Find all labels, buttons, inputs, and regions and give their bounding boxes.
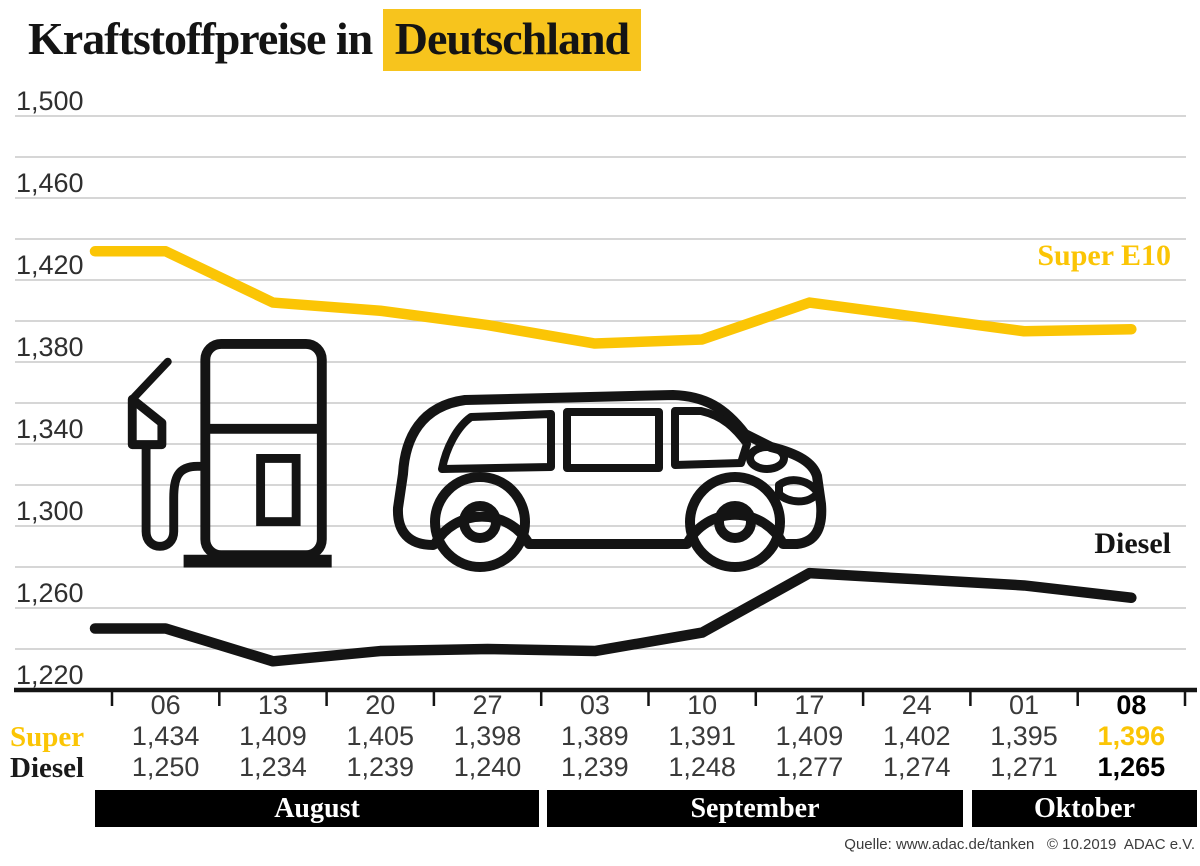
diesel-price-value: 1,274 (882, 752, 951, 782)
date-label: 20 (365, 690, 396, 720)
diesel-price-value: 1,250 (131, 752, 200, 782)
date-label: 01 (1009, 690, 1040, 720)
y-axis-tick-label: 1,300 (16, 496, 84, 526)
table-row-label-super: Super (10, 721, 85, 753)
month-band-oktober: Oktober (972, 790, 1197, 827)
diesel-price-value: 1,240 (453, 752, 522, 782)
super-price-value: 1,389 (561, 721, 629, 751)
super-price-value: 1,409 (775, 721, 844, 751)
super-price-value: 1,402 (882, 721, 951, 751)
date-label: 27 (472, 690, 503, 720)
date-row: 06 13 20 27 03 10 17 24 01 08 (0, 692, 1200, 719)
y-axis-tick-label: 1,420 (16, 250, 84, 280)
date-label: 13 (257, 690, 288, 720)
table-row-label-diesel: Diesel (10, 752, 85, 784)
page-title: Kraftstoffpreise in Deutschland (28, 8, 642, 71)
super-e10-line (89, 246, 1137, 349)
diesel-price-value: 1,271 (990, 752, 1058, 782)
series-label-super-e10: Super E10 (1037, 239, 1171, 272)
date-label: 17 (794, 690, 825, 720)
y-axis-tick-label: 1,460 (16, 168, 84, 198)
diesel-price-value: 1,248 (668, 752, 736, 782)
diesel-values-row: 1,250 1,234 1,239 1,240 1,239 1,248 1,277 1,274… (0, 754, 1200, 781)
date-label: 06 (150, 690, 181, 720)
car-icon (392, 390, 827, 572)
super-price-value: 1,398 (453, 721, 522, 751)
super-values-row: 1,434 1,409 1,405 1,398 1,389 1,391 1,409 1,402… (0, 723, 1200, 750)
title-prefix: Kraftstoffpreise in (28, 13, 373, 64)
diesel-price-value: 1,277 (775, 752, 844, 782)
y-axis-tick-label: 1,380 (16, 332, 84, 362)
date-label: 24 (901, 690, 932, 720)
super-price-value: 1,391 (668, 721, 736, 751)
super-price-value: 1,405 (346, 721, 415, 751)
super-price-value: 1,395 (990, 721, 1058, 751)
date-label: 08 (1116, 690, 1147, 720)
date-label: 10 (687, 690, 718, 720)
super-price-value: 1,396 (1097, 721, 1166, 751)
super-price-value: 1,409 (239, 721, 307, 751)
y-axis-tick-label: 1,340 (16, 414, 84, 444)
series-label-diesel: Diesel (1094, 527, 1171, 560)
y-axis-tick-label: 1,220 (16, 660, 84, 690)
diesel-price-value: 1,265 (1097, 752, 1166, 782)
date-label: 03 (579, 690, 610, 720)
diesel-price-value: 1,239 (561, 752, 629, 782)
fuel-pump-icon (127, 338, 332, 568)
y-axis-tick-label: 1,500 (16, 86, 84, 116)
month-band-september: September (547, 790, 963, 827)
title-highlight: Deutschland (382, 9, 642, 71)
source-credit: Quelle: www.adac.de/tanken © 10.2019 ADA… (844, 836, 1195, 853)
diesel-line (89, 567, 1137, 667)
diesel-price-value: 1,234 (239, 752, 307, 782)
y-axis-tick-label: 1,260 (16, 578, 84, 608)
super-price-value: 1,434 (131, 721, 200, 751)
month-band-august: August (95, 790, 539, 827)
diesel-price-value: 1,239 (346, 752, 415, 782)
